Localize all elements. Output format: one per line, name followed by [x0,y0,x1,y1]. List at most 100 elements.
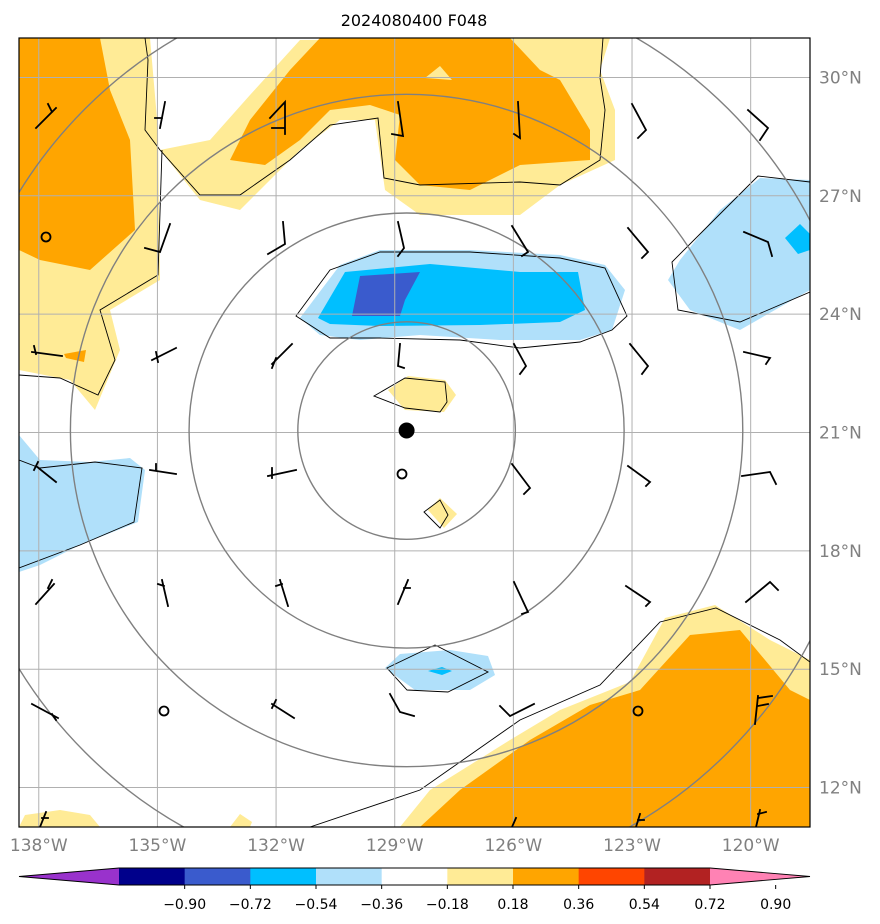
wind-barb [510,462,532,496]
wind-barb [626,464,652,488]
wind-barb [143,222,172,254]
longitude-label: 135°W [129,836,187,856]
wind-barb [635,812,645,827]
latitude-label: 18°N [819,542,862,562]
colorbar-extension-low [19,868,119,885]
wind-barb [270,698,296,720]
wind-barb [150,346,178,364]
latitude-label: 24°N [819,305,862,325]
storm-center-marker [398,422,415,439]
colorbar-tick-label: −0.90 [163,897,206,913]
wind-barb [624,584,652,608]
wind-barb [266,467,298,479]
colorbar-tick-label: −0.18 [426,897,469,913]
contour-northeast [671,175,810,323]
colorbar-tick-label: −0.72 [229,897,272,913]
calm-wind-circle [40,231,52,243]
latitude-labels: 30°N 27°N 24°N 21°N 18°N 15°N 12°N [819,68,862,798]
colorbar-swatch [184,868,251,885]
contour-center-spot-1 [372,377,448,413]
wind-barb [628,342,650,376]
longitude-label: 138°W [10,836,68,856]
colorbar-tick-label: −0.54 [295,897,338,913]
wind-barb [742,350,772,366]
colorbar-swatch [447,868,514,885]
wind-barb [270,342,294,370]
wind-barb [510,224,530,258]
wind-barb [34,578,56,606]
strong-positive-region-southeast [420,630,810,827]
calm-wind-circle [158,705,170,717]
longitude-label: 129°W [366,836,424,856]
longitude-label: 126°W [484,836,542,856]
wind-barb [397,343,406,370]
latitude-label: 30°N [819,68,862,88]
contour-south [386,644,489,693]
positive-anomaly-spot-1 [388,376,456,412]
colorbar: −0.90 −0.72 −0.54 −0.36 −0.18 0.18 0.36 0.54 0.7… [18,867,811,913]
wind-barb [626,226,650,260]
contour-southeast [309,607,810,827]
colorbar-swatch [644,868,711,885]
contour-center-spot-2 [423,499,449,529]
wind-barb [512,101,521,140]
colorbar-swatch [513,868,580,885]
figure-title: 2024080400 F048 [341,11,488,30]
contour-northwest [19,149,163,396]
wind-barb [268,99,286,135]
wind-barb [148,463,178,476]
latitude-label: 27°N [819,187,862,207]
longitude-labels: 138°W 135°W 132°W 129°W 126°W 123°W 120°W [10,836,780,856]
colorbar-swatch [578,868,645,885]
strong-positive-region-northwest [19,38,135,270]
wind-barb [266,221,286,256]
calm-wind-circle [396,468,408,480]
colorbar-tick-label: 0.90 [760,897,791,913]
wind-barb [396,220,405,258]
longitude-label: 132°W [247,836,305,856]
wind-barb [746,108,770,142]
contour-west [19,459,143,569]
latitude-label: 15°N [819,660,862,680]
colorbar-swatch [316,868,383,885]
colorbar-tick-label: −0.36 [360,897,403,913]
colorbar-tick-label: 0.36 [563,897,594,913]
wind-barb [30,344,64,358]
wind-barb [630,102,648,140]
wind-barb [39,810,49,827]
range-ring [188,212,625,649]
longitude-label: 120°W [722,836,780,856]
map-plot-area [19,38,810,827]
wind-barb [744,580,780,604]
colorbar-swatch [381,868,448,885]
graticule-layer [19,38,810,827]
wind-barb-layer [30,99,780,827]
wind-barb [154,100,167,130]
range-ring [69,93,744,768]
wind-barb [30,702,60,722]
wind-barb [512,342,528,376]
latitude-label: 12°N [819,779,862,799]
wind-barb [390,100,405,138]
strong-negative-region-center [352,272,420,316]
colorbar-swatch [119,868,186,885]
colorbar-extension-high [710,868,810,885]
strong-positive-region-north [230,38,590,190]
contour-line-layer [19,38,810,827]
colorbar-swatch [250,868,317,885]
wind-barb [754,694,774,725]
contour-north [144,38,606,196]
wind-barb [498,702,536,718]
wind-barb [755,808,768,827]
wind-barb [740,471,778,486]
colorbar-tick-label: 0.54 [629,897,660,913]
longitude-label: 123°W [603,836,661,856]
colorbar-outline [18,867,811,886]
colorbar-tick-label: 0.18 [497,897,528,913]
latitude-label: 21°N [819,424,862,444]
negative-anomaly-region-northeast [668,178,810,330]
wind-barb [396,578,411,606]
wind-barb [32,460,58,484]
wind-barb [274,578,290,608]
